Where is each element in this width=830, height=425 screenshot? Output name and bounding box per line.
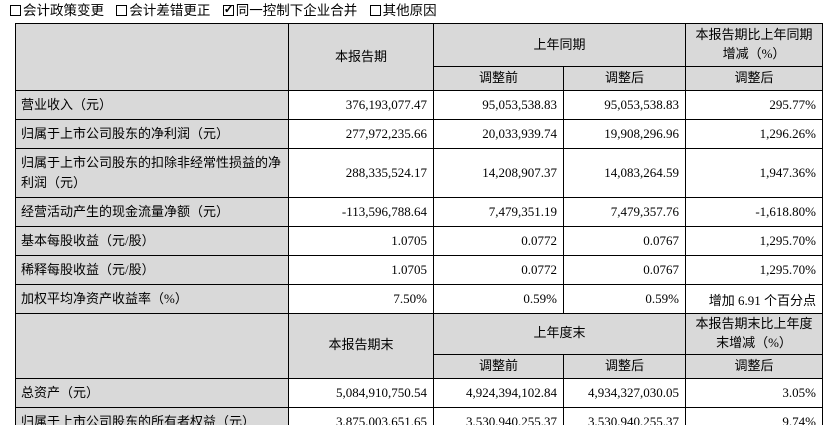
row-label: 加权平均净资产收益率（%）	[15, 284, 289, 314]
cell-after-adjust: 3,530,940,255.37	[562, 406, 687, 425]
checkbox-unchecked-icon	[116, 5, 128, 16]
cell-after-adjust: 95,053,538.83	[562, 90, 687, 120]
table-row: 经营活动产生的现金流量净额（元） -113,596,788.64 7,479,3…	[15, 197, 824, 227]
option-accounting-error-correction: 会计差错更正	[116, 3, 210, 18]
cell-before-adjust: 95,053,538.83	[433, 90, 564, 120]
cell-change: 1,295.70%	[685, 226, 824, 256]
subheader-after-adjust: 调整后	[562, 66, 687, 91]
cell-before-adjust: 0.0772	[433, 255, 564, 285]
cell-after-adjust: 14,083,264.59	[562, 148, 687, 198]
subheader-change-after-adjust: 调整后	[685, 353, 824, 379]
col-header-yearend-change: 本报告期末比上年度末增减（%）	[685, 313, 824, 355]
table-row: 归属于上市公司股东的净利润（元） 277,972,235.66 20,033,9…	[15, 119, 824, 149]
cell-change: 1,295.70%	[685, 255, 824, 285]
cell-before-adjust: 0.59%	[433, 284, 564, 314]
table-row: 加权平均净资产收益率（%） 7.50% 0.59% 0.59% 增加 6.91 …	[15, 284, 824, 314]
subheader-change-after-adjust: 调整后	[685, 66, 824, 91]
cell-current: 376,193,077.47	[288, 90, 434, 120]
option-accounting-policy-change: 会计政策变更	[10, 3, 104, 18]
table-row: 总资产（元） 5,084,910,750.54 4,924,394,102.84…	[15, 377, 824, 408]
corner-cell	[15, 313, 289, 379]
checkbox-checked-icon	[222, 2, 234, 16]
row-label: 基本每股收益（元/股）	[15, 226, 289, 256]
cell-before-adjust: 3,530,940,255.37	[433, 406, 564, 425]
cell-after-adjust: 0.0767	[562, 255, 687, 285]
option-label: 会计差错更正	[129, 3, 211, 18]
table-row: 营业收入（元） 376,193,077.47 95,053,538.83 95,…	[15, 90, 824, 120]
cell-current: 7.50%	[288, 284, 434, 314]
row-label: 归属于上市公司股东的所有者权益（元）	[15, 406, 289, 425]
cell-change: 1,296.26%	[685, 119, 824, 149]
cell-after-adjust: 0.59%	[562, 284, 687, 314]
option-label: 同一控制下企业合并	[235, 3, 358, 18]
cell-current: 288,335,524.17	[288, 148, 434, 198]
subheader-after-adjust: 调整后	[562, 353, 687, 379]
cell-change: 1,947.36%	[685, 148, 824, 198]
cell-after-adjust: 0.0767	[562, 226, 687, 256]
row-label: 营业收入（元）	[15, 90, 289, 120]
option-common-control-merger: 同一控制下企业合并	[222, 2, 358, 18]
cell-before-adjust: 4,924,394,102.84	[433, 377, 564, 408]
checkbox-unchecked-icon	[369, 5, 381, 16]
cell-after-adjust: 4,934,327,030.05	[562, 377, 687, 408]
cell-change: 增加 6.91 个百分点	[685, 284, 824, 314]
cell-after-adjust: 19,908,296.96	[562, 119, 687, 149]
row-label: 经营活动产生的现金流量净额（元）	[15, 197, 289, 227]
cell-current: 1.0705	[288, 226, 434, 256]
option-label: 其他原因	[382, 3, 437, 18]
cell-before-adjust: 0.0772	[433, 226, 564, 256]
cell-current: 3,875,003,651.65	[288, 406, 434, 425]
cell-change: 3.05%	[685, 377, 824, 408]
cell-before-adjust: 7,479,351.19	[433, 197, 564, 227]
table-row: 归属于上市公司股东的所有者权益（元） 3,875,003,651.65 3,53…	[15, 406, 824, 425]
cell-current: 1.0705	[288, 255, 434, 285]
col-header-current-period-end: 本报告期末	[288, 313, 434, 379]
subheader-before-adjust: 调整前	[433, 353, 564, 379]
corner-cell	[15, 23, 289, 91]
row-label: 总资产（元）	[15, 377, 289, 408]
col-header-current-period: 本报告期	[288, 23, 434, 91]
checkbox-unchecked-icon	[10, 5, 21, 16]
table-row: 基本每股收益（元/股） 1.0705 0.0772 0.0767 1,295.7…	[15, 226, 824, 256]
key-financials-table: 本报告期 上年同期 本报告期比上年同期增减（%） 调整前 调整后 调整后 营业收…	[15, 23, 824, 425]
col-header-prior-yearend: 上年度末	[432, 313, 687, 355]
cell-current: 277,972,235.66	[288, 119, 434, 149]
change-reason-options: 会计政策变更 会计差错更正 同一控制下企业合并 其他原因	[10, 2, 830, 20]
cell-before-adjust: 14,208,907.37	[433, 148, 564, 198]
cell-after-adjust: 7,479,357.76	[562, 197, 687, 227]
col-header-prior-period: 上年同期	[432, 23, 687, 67]
row-label: 归属于上市公司股东的净利润（元）	[15, 119, 289, 149]
table-row: 归属于上市公司股东的扣除非经常性损益的净利润（元） 288,335,524.17…	[15, 148, 824, 198]
option-label: 会计政策变更	[23, 3, 104, 18]
cell-current: -113,596,788.64	[288, 197, 434, 227]
subheader-before-adjust: 调整前	[433, 66, 564, 91]
cell-change: 9.74%	[685, 406, 824, 425]
col-header-period-change: 本报告期比上年同期增减（%）	[685, 23, 824, 67]
row-label: 归属于上市公司股东的扣除非经常性损益的净利润（元）	[15, 148, 289, 198]
option-other-reason: 其他原因	[369, 3, 437, 18]
cell-current: 5,084,910,750.54	[288, 377, 434, 408]
cell-change: -1,618.80%	[685, 197, 824, 227]
table-row: 稀释每股收益（元/股） 1.0705 0.0772 0.0767 1,295.7…	[15, 255, 824, 285]
row-label: 稀释每股收益（元/股）	[15, 255, 289, 285]
cell-change: 295.77%	[685, 90, 824, 120]
cell-before-adjust: 20,033,939.74	[433, 119, 564, 149]
